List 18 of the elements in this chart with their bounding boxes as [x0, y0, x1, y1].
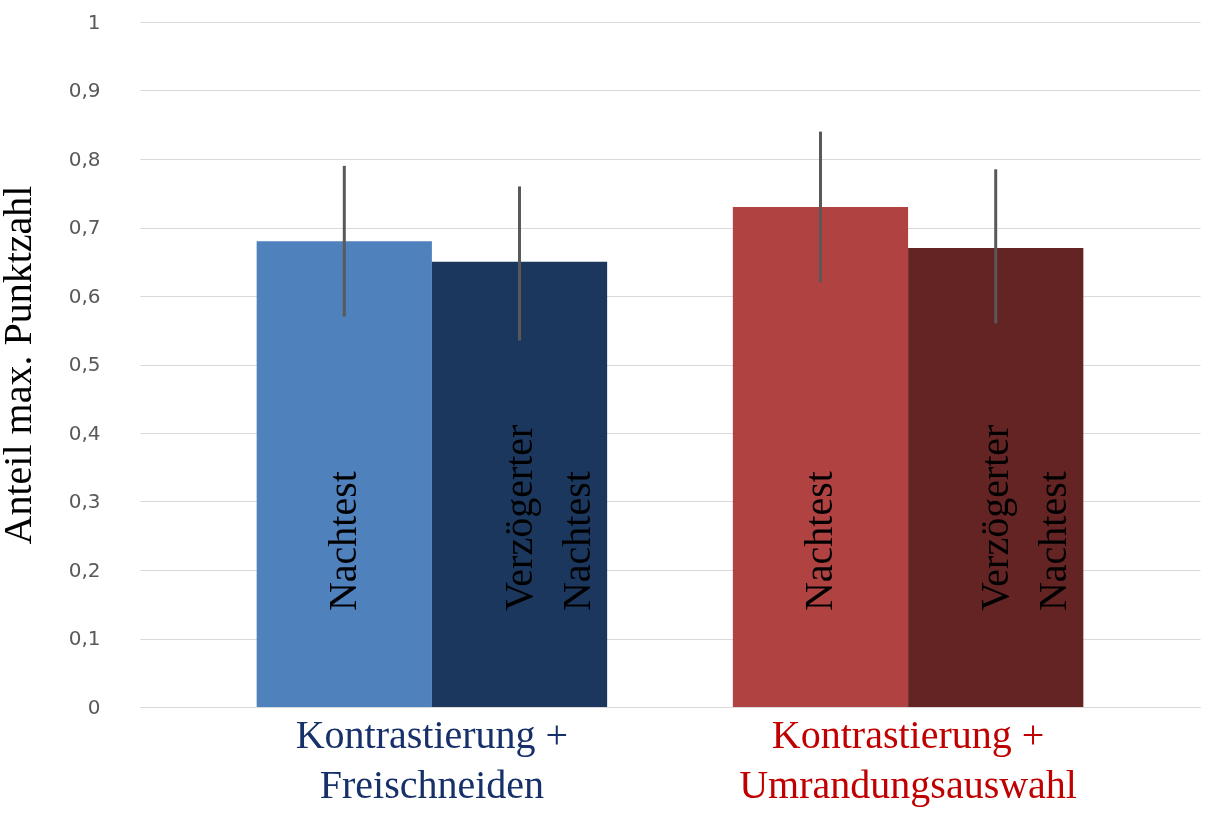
y-tick-label: 0	[87, 694, 101, 719]
y-tick-label: 0,1	[68, 626, 101, 650]
text: Verzögerter Nachtest	[495, 424, 599, 612]
x-tick-label: Kontrastierung + Freischneiden	[295, 711, 569, 807]
y-tick-label: 0,8	[68, 146, 101, 171]
y-tick-label: 0,3	[68, 489, 101, 513]
series-label: Verzögerter Nachtest	[971, 424, 1075, 612]
y-tick-label: 0,4	[68, 420, 101, 445]
y-tick-label: 0,2	[68, 557, 101, 582]
y-tick-label: 0,5	[68, 352, 101, 376]
series-label: Nachtest	[320, 471, 366, 612]
y-tick-label: 0,6	[68, 283, 101, 308]
y-axis-title: Anteil max. Punktzahl	[0, 185, 40, 545]
text: Nachtest	[796, 471, 842, 612]
y-tick-label: 0,9	[68, 78, 101, 102]
y-tick-label: 0,7	[68, 215, 101, 239]
x-tick-label: Kontrastierung + Umrandungsauswahl	[739, 711, 1077, 807]
y-tick-label: 1	[87, 9, 101, 34]
